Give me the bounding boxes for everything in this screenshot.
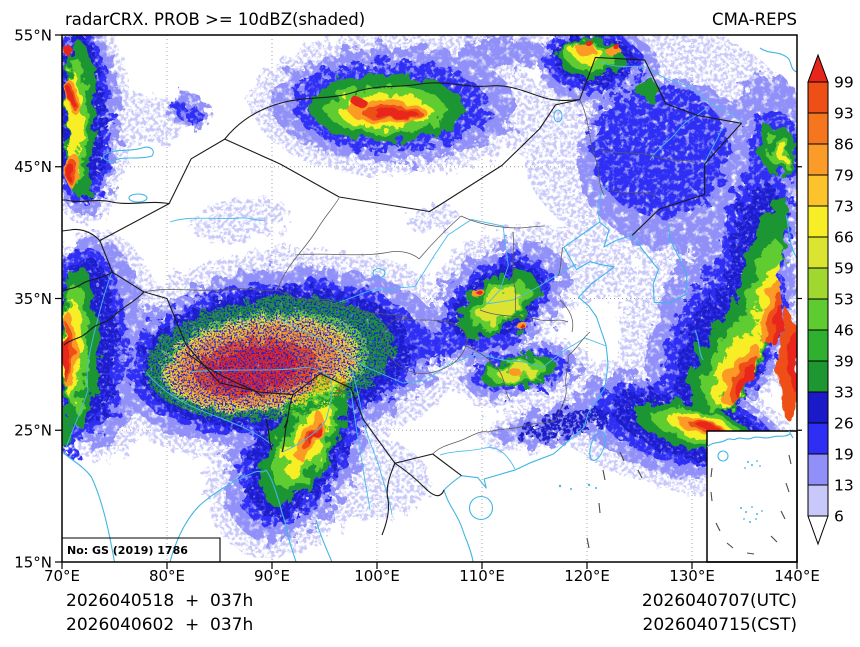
- x-tick-label: 120°E: [564, 567, 610, 585]
- china-border: [99, 56, 742, 477]
- y-tick-label: 35°N: [14, 290, 52, 308]
- colorbar-cell: [807, 360, 829, 393]
- x-axis-labels: 70°E 80°E 90°E 100°E 110°E 120°E 130°E 1…: [44, 567, 820, 585]
- x-tick-label: 140°E: [774, 567, 820, 585]
- colorbar-label: 39: [834, 353, 854, 371]
- map-plot: [62, 35, 797, 562]
- init-time-line2: 2026040602 + 037h: [66, 615, 253, 635]
- rivers: [65, 61, 742, 516]
- colorbar-labels: 99 93 86 79 73 66 59 53 46 39 33 26 19 1…: [834, 74, 854, 526]
- scs-islands: [740, 460, 763, 523]
- colorbar-label: 53: [834, 291, 854, 309]
- x-tick-label: 130°E: [669, 567, 715, 585]
- colorbar-label: 59: [834, 260, 854, 278]
- colorbar-label: 6: [834, 508, 844, 526]
- colorbar-label: 66: [834, 229, 854, 247]
- colorbar-cell: [807, 484, 829, 517]
- y-tick-label: 15°N: [14, 554, 52, 572]
- colorbar-cell: [807, 298, 829, 331]
- x-tick-label: 90°E: [254, 567, 290, 585]
- colorbar: 99 93 86 79 73 66 59 53 46 39 33 26 19 1…: [807, 53, 854, 546]
- y-tick-label: 45°N: [14, 158, 52, 176]
- x-tick-label: 80°E: [149, 567, 185, 585]
- colorbar-cell: [807, 329, 829, 362]
- country-borders: [62, 56, 742, 536]
- colorbar-cell: [807, 453, 829, 486]
- scs-inset: [706, 430, 798, 563]
- colorbar-label: 13: [834, 477, 854, 495]
- colorbar-cell: [807, 267, 829, 300]
- valid-time-cst: 2026040715(CST): [643, 615, 797, 635]
- valid-time-utc: 2026040707(UTC): [642, 591, 797, 611]
- y-axis-labels: 55°N 45°N 35°N 25°N 15°N: [14, 27, 52, 572]
- colorbar-cell: [807, 236, 829, 269]
- colorbar-label: 46: [834, 322, 854, 340]
- axis-ticks: [55, 34, 802, 569]
- coastlines: [62, 47, 797, 562]
- license-note: No: GS (2019) 1786: [67, 544, 188, 557]
- model-name: CMA-REPS: [712, 10, 797, 29]
- x-tick-label: 70°E: [44, 567, 80, 585]
- colorbar-label: 19: [834, 446, 854, 464]
- prob-shading: [62, 35, 797, 559]
- colorbar-cell: [807, 422, 829, 455]
- plot-title: radarCRX. PROB >= 10dBZ(shaded): [65, 10, 365, 29]
- colorbar-cell: [807, 81, 829, 114]
- colorbar-label: 26: [834, 415, 854, 433]
- colorbar-cell: [807, 174, 829, 207]
- colorbar-under-arrow: [807, 515, 829, 546]
- nine-dash-segments: [586, 451, 643, 549]
- province-borders: [143, 99, 696, 455]
- colorbar-label: 73: [834, 198, 854, 216]
- colorbar-cell: [807, 112, 829, 145]
- scs-inset-frame: [706, 430, 798, 563]
- colorbar-label: 93: [834, 105, 854, 123]
- x-tick-label: 100°E: [354, 567, 400, 585]
- shade-tibet-speckle: [145, 296, 395, 420]
- footer: 2026040518 + 037h 2026040602 + 037h 2026…: [66, 591, 797, 635]
- init-time-line1: 2026040518 + 037h: [66, 591, 253, 611]
- y-tick-label: 55°N: [14, 27, 52, 45]
- note-box: No: GS (2019) 1786: [62, 537, 221, 562]
- scs-dash-line: [710, 454, 792, 555]
- colorbar-label: 99: [834, 74, 854, 92]
- colorbar-label: 79: [834, 167, 854, 185]
- colorbar-label: 86: [834, 136, 854, 154]
- x-tick-label: 110°E: [459, 567, 505, 585]
- colorbar-cell: [807, 143, 829, 176]
- colorbar-cell: [807, 205, 829, 238]
- y-tick-label: 25°N: [14, 422, 52, 440]
- colorbar-cell: [807, 391, 829, 424]
- colorbar-label: 33: [834, 384, 854, 402]
- colorbar-over-arrow: [807, 53, 829, 83]
